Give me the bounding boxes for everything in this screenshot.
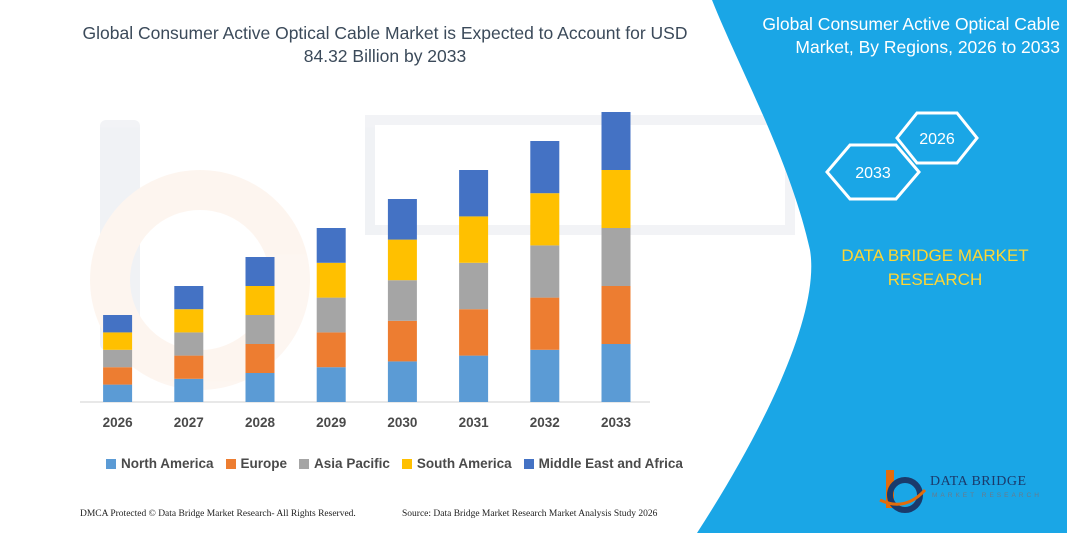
- legend-item-europe: Europe: [225, 456, 288, 471]
- bar-segment: [174, 378, 204, 402]
- x-tick-label: 2026: [103, 415, 134, 430]
- bar-segment: [387, 239, 417, 281]
- bar-segment: [245, 286, 275, 315]
- bar-segment: [601, 344, 631, 402]
- bar-segment: [601, 228, 631, 286]
- bar-segment: [245, 344, 275, 373]
- x-tick-label: 2031: [459, 415, 490, 430]
- bar-segment: [530, 349, 560, 402]
- bar-segment: [245, 315, 275, 344]
- bar-segment: [316, 332, 346, 368]
- bar-segment: [103, 384, 133, 402]
- legend-swatch: [106, 458, 116, 469]
- x-tick-label: 2028: [245, 415, 276, 430]
- watermark: [90, 115, 795, 390]
- brand-line-2: RESEARCH: [887, 270, 983, 289]
- bar-segment: [103, 367, 133, 385]
- bar-segment: [387, 199, 417, 240]
- x-tick-label: 2033: [601, 415, 632, 430]
- bar-segment: [316, 228, 346, 263]
- legend-swatch: [299, 458, 310, 469]
- chart-title: Global Consumer Active Optical Cable Mar…: [82, 23, 688, 66]
- bar-segment: [174, 355, 204, 379]
- hex-year-end: 2033: [855, 165, 891, 182]
- legend-swatch: [523, 458, 534, 469]
- legend-label: Middle East and Africa: [538, 456, 683, 471]
- stacked-bar-chart: 2026 2027 2028 2029 2030 2031 2032 2033: [80, 112, 650, 430]
- bar-segment: [103, 315, 133, 333]
- bar-segment: [316, 297, 346, 333]
- bar-segment: [387, 361, 417, 402]
- brand-line-1: DATA BRIDGE MARKET: [841, 246, 1029, 265]
- legend-label: Asia Pacific: [314, 456, 390, 471]
- bar-segment: [459, 309, 489, 356]
- legend-label: Europe: [240, 456, 288, 471]
- hexagon-2026: [895, 111, 979, 165]
- legend-item-asia-pacific: Asia Pacific: [299, 456, 390, 471]
- footer-source: Source: Data Bridge Market Research Mark…: [402, 509, 658, 519]
- legend-item-middle-east-africa: Middle East and Africa: [523, 456, 683, 471]
- bar-segment: [601, 170, 631, 228]
- footer-copyright: DMCA Protected © Data Bridge Market Rese…: [80, 509, 356, 519]
- x-tick-label: 2027: [174, 415, 204, 430]
- legend-item-north-america: North America: [106, 456, 214, 471]
- bar-segment: [530, 193, 560, 246]
- bar-segment: [245, 257, 275, 286]
- bar-segment: [459, 355, 489, 402]
- legend-item-south-america: South America: [401, 456, 512, 471]
- bar-segment: [530, 245, 560, 298]
- bar-segment: [601, 112, 631, 170]
- bar-segment: [387, 320, 417, 362]
- bar-segment: [103, 332, 133, 350]
- legend: North America Europe Asia Pacific South …: [106, 456, 683, 471]
- legend-swatch: [225, 458, 236, 469]
- legend-label: North America: [121, 456, 214, 471]
- bar-segment: [459, 262, 489, 310]
- logo-tagline: MARKET RESEARCH: [932, 492, 1042, 499]
- right-panel-title: Global Consumer Active Optical Cable Mar…: [762, 14, 1060, 57]
- bar-segment: [530, 141, 560, 194]
- bar-segment: [174, 332, 204, 356]
- bar-segment: [459, 170, 489, 217]
- bar-segment: [103, 349, 133, 368]
- legend-label: South America: [416, 456, 512, 471]
- bar-segment: [174, 286, 204, 310]
- hex-year-start: 2026: [919, 131, 955, 148]
- logo-icon: [879, 470, 927, 513]
- x-tick-label: 2029: [316, 415, 346, 430]
- bar-segment: [316, 262, 346, 298]
- brand-text: DATA BRIDGE MARKET RESEARCH: [830, 244, 1040, 292]
- bar-segment: [387, 280, 417, 321]
- bar-segment: [459, 216, 489, 263]
- x-tick-label: 2032: [530, 415, 560, 430]
- bar-segment: [601, 286, 631, 344]
- bar-segment: [245, 373, 275, 402]
- bar-segment: [316, 367, 346, 402]
- logo-name: DATA BRIDGE: [930, 474, 1027, 489]
- legend-swatch: [401, 458, 412, 469]
- hexagon-2033: [825, 143, 921, 201]
- bar-segment: [174, 309, 204, 333]
- x-tick-label: 2030: [387, 415, 417, 430]
- bar-segment: [530, 297, 560, 350]
